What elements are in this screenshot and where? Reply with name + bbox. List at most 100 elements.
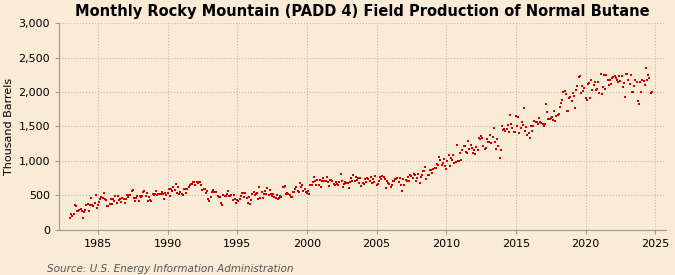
Point bbox=[441, 167, 452, 171]
Point bbox=[92, 203, 103, 207]
Point bbox=[81, 202, 92, 207]
Point bbox=[203, 197, 214, 202]
Point bbox=[101, 198, 111, 203]
Point bbox=[526, 129, 537, 133]
Point bbox=[566, 98, 577, 103]
Point bbox=[533, 122, 543, 127]
Point bbox=[152, 192, 163, 197]
Point bbox=[420, 165, 431, 169]
Point bbox=[279, 184, 290, 189]
Point bbox=[433, 163, 443, 167]
Point bbox=[331, 182, 342, 186]
Point bbox=[392, 176, 403, 180]
Point bbox=[232, 198, 243, 202]
Point bbox=[431, 162, 442, 166]
Point bbox=[523, 131, 534, 136]
Point bbox=[612, 78, 622, 82]
Point bbox=[347, 179, 358, 183]
Point bbox=[323, 180, 333, 184]
Point bbox=[349, 179, 360, 183]
Point bbox=[638, 78, 649, 83]
Point bbox=[601, 73, 612, 77]
Point bbox=[605, 78, 616, 82]
Point bbox=[302, 188, 313, 193]
Point bbox=[247, 192, 258, 196]
Point bbox=[130, 199, 140, 204]
Point bbox=[350, 175, 361, 179]
Point bbox=[550, 119, 561, 123]
Point bbox=[230, 197, 240, 201]
Point bbox=[602, 78, 613, 82]
Point bbox=[622, 72, 632, 76]
Point bbox=[431, 166, 441, 170]
Point bbox=[269, 195, 280, 199]
Point bbox=[344, 180, 355, 185]
Point bbox=[236, 191, 247, 195]
Point bbox=[376, 177, 387, 181]
Point bbox=[240, 191, 251, 196]
Point bbox=[626, 90, 637, 94]
Point bbox=[315, 185, 326, 189]
Point bbox=[165, 194, 176, 198]
Point bbox=[580, 96, 591, 100]
Point bbox=[454, 159, 464, 163]
Point bbox=[412, 175, 423, 180]
Point bbox=[370, 174, 381, 178]
Point bbox=[508, 130, 519, 134]
Point bbox=[539, 122, 550, 126]
Point bbox=[414, 180, 425, 185]
Point bbox=[400, 178, 411, 182]
Point bbox=[344, 185, 354, 190]
Point bbox=[621, 72, 632, 77]
Point bbox=[391, 177, 402, 181]
Point bbox=[481, 137, 492, 141]
Point bbox=[163, 187, 174, 191]
Point bbox=[576, 84, 587, 89]
Point bbox=[418, 169, 429, 173]
Point bbox=[97, 195, 108, 200]
Point bbox=[381, 186, 392, 191]
Point bbox=[312, 178, 323, 183]
Point bbox=[568, 94, 579, 98]
Point bbox=[352, 176, 363, 181]
Point bbox=[479, 146, 490, 151]
Point bbox=[270, 196, 281, 200]
Point bbox=[629, 84, 640, 89]
Point bbox=[394, 180, 404, 184]
Point bbox=[425, 168, 435, 172]
Point bbox=[196, 183, 207, 188]
Point bbox=[423, 173, 433, 177]
Point bbox=[207, 189, 217, 194]
Point bbox=[450, 160, 461, 165]
Point bbox=[286, 195, 296, 199]
Point bbox=[315, 178, 325, 183]
Point bbox=[120, 197, 131, 201]
Point bbox=[248, 190, 259, 194]
Point bbox=[70, 203, 80, 207]
Point bbox=[460, 150, 471, 155]
Point bbox=[88, 204, 99, 208]
Point bbox=[89, 201, 100, 205]
Point bbox=[211, 190, 222, 194]
Point bbox=[636, 90, 647, 94]
Point bbox=[83, 209, 94, 213]
Point bbox=[161, 192, 172, 197]
Point bbox=[407, 176, 418, 180]
Point bbox=[215, 200, 226, 205]
Point bbox=[588, 83, 599, 88]
Point bbox=[236, 194, 246, 199]
Point bbox=[568, 91, 578, 95]
Point bbox=[585, 95, 595, 100]
Point bbox=[387, 179, 398, 183]
Point bbox=[357, 181, 368, 185]
Point bbox=[346, 176, 356, 180]
Point bbox=[518, 123, 529, 128]
Point bbox=[297, 183, 308, 187]
Point bbox=[418, 169, 429, 174]
Point bbox=[406, 174, 416, 178]
Point bbox=[227, 198, 238, 203]
Point bbox=[570, 106, 580, 110]
Point bbox=[170, 182, 181, 186]
Point bbox=[574, 74, 585, 78]
Point bbox=[639, 83, 650, 87]
